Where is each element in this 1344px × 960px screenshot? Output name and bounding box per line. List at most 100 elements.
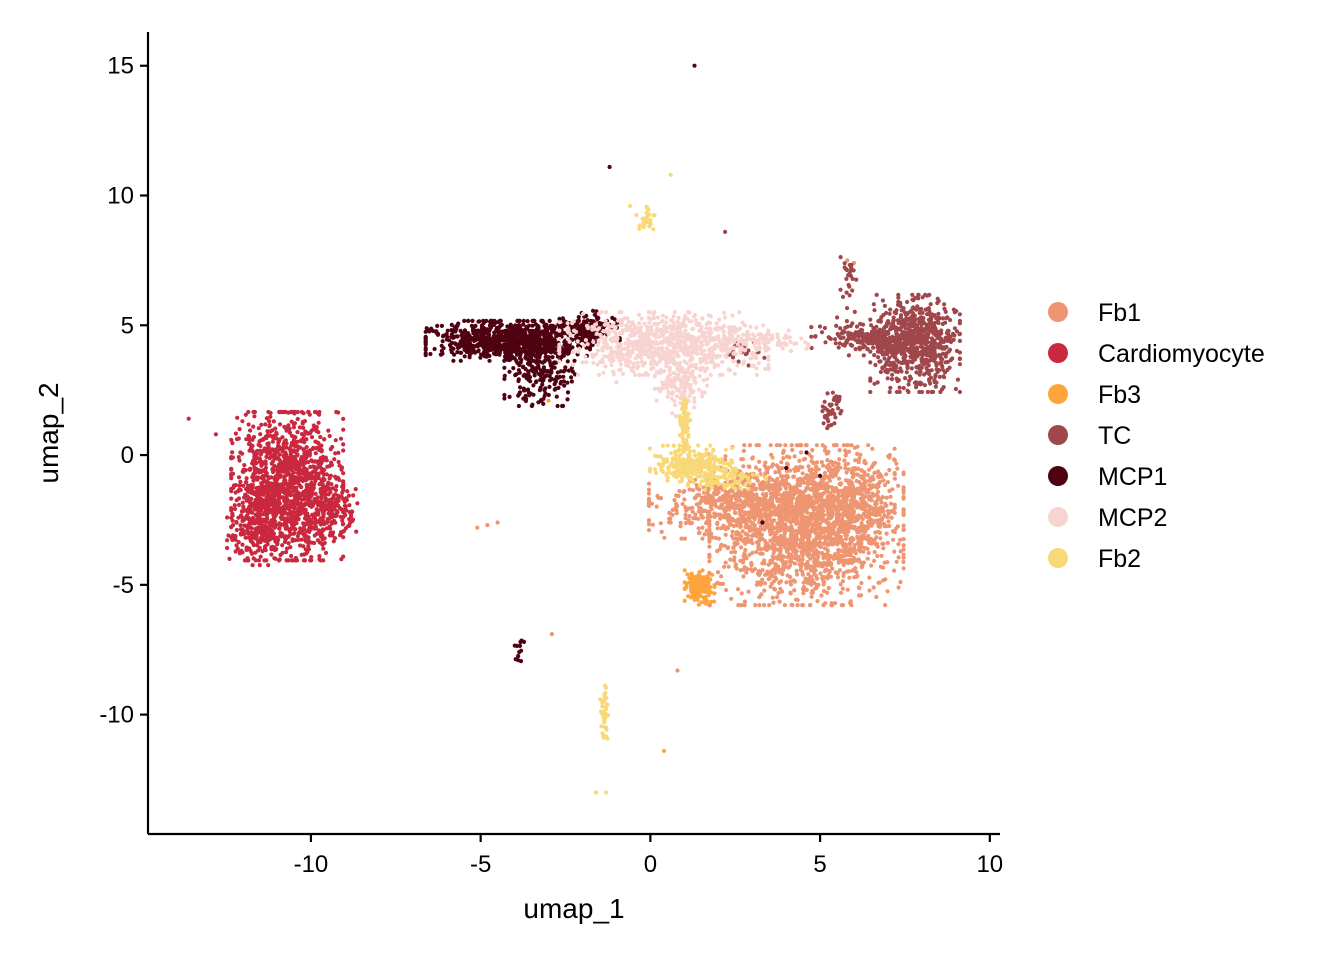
data-point (788, 497, 794, 502)
data-point (234, 527, 239, 533)
data-point (732, 541, 737, 546)
data-point (829, 485, 835, 490)
data-point (287, 430, 292, 435)
data-point (701, 595, 706, 600)
data-point (776, 590, 781, 596)
data-point (306, 476, 311, 481)
data-point (835, 575, 841, 580)
data-point (269, 534, 274, 539)
data-point (256, 548, 261, 553)
data-point (289, 500, 294, 505)
data-point (304, 455, 309, 460)
data-point (894, 559, 899, 564)
data-point (821, 603, 826, 608)
data-point (475, 525, 480, 530)
data-point (826, 463, 831, 468)
data-point (849, 560, 855, 566)
data-point (297, 470, 302, 475)
data-point (312, 526, 317, 531)
data-point (283, 550, 289, 555)
data-point (251, 459, 256, 464)
data-point (753, 503, 759, 508)
data-point (721, 523, 726, 528)
data-point (308, 464, 313, 470)
data-point (730, 529, 735, 534)
data-point (353, 487, 358, 492)
data-point (904, 370, 909, 375)
data-point (957, 312, 963, 317)
data-point (723, 512, 728, 517)
data-point (798, 450, 804, 455)
data-point (338, 436, 344, 441)
data-point (957, 362, 963, 367)
data-point (806, 478, 811, 483)
data-point (337, 463, 342, 468)
data-point (229, 466, 234, 471)
data-point (289, 553, 294, 559)
data-point (495, 520, 500, 525)
data-point (857, 456, 862, 461)
data-point (333, 492, 338, 497)
data-point (901, 472, 906, 477)
data-point (833, 601, 838, 606)
data-point (896, 292, 901, 297)
data-point (307, 431, 313, 436)
data-point (340, 518, 345, 523)
data-point (331, 512, 336, 517)
data-point (882, 560, 887, 565)
data-point (323, 455, 328, 460)
data-point (818, 492, 823, 497)
data-point (837, 481, 843, 487)
data-point (788, 526, 793, 531)
data-point (822, 474, 828, 479)
data-point (864, 501, 869, 506)
data-point (712, 490, 717, 495)
data-point (246, 531, 251, 536)
data-point (303, 547, 308, 552)
data-point (276, 499, 281, 504)
data-point (787, 468, 793, 473)
data-point (263, 486, 268, 491)
data-point (283, 536, 288, 542)
data-point (738, 524, 743, 529)
data-point (318, 434, 323, 440)
data-point (793, 468, 798, 474)
data-point (707, 544, 712, 549)
data-point (712, 511, 717, 516)
data-point (646, 519, 652, 524)
data-point (898, 537, 903, 543)
data-point (243, 523, 248, 528)
data-point (302, 552, 307, 557)
data-point (873, 502, 878, 507)
data-point (808, 468, 813, 473)
data-point (755, 478, 760, 483)
data-point (268, 410, 273, 416)
data-point (858, 496, 863, 501)
data-point (260, 534, 265, 539)
data-point (796, 521, 801, 526)
data-point (794, 568, 799, 574)
data-point (282, 476, 287, 481)
data-point (311, 445, 316, 450)
data-point (743, 553, 748, 558)
data-point (799, 549, 804, 554)
data-point (852, 545, 857, 551)
data-point (236, 540, 241, 545)
data-point (749, 539, 754, 544)
data-point (312, 426, 317, 431)
data-point (258, 432, 263, 437)
data-point (833, 570, 838, 575)
data-point (229, 473, 234, 478)
data-point (298, 462, 304, 467)
data-point (866, 443, 871, 448)
data-point (763, 494, 769, 499)
data-point (261, 492, 266, 497)
data-point (856, 537, 861, 542)
data-point (314, 445, 320, 450)
data-point (879, 500, 884, 505)
data-point (795, 557, 800, 562)
data-point (313, 476, 319, 481)
data-point (820, 551, 825, 557)
data-point (292, 481, 297, 486)
data-point (798, 567, 803, 572)
